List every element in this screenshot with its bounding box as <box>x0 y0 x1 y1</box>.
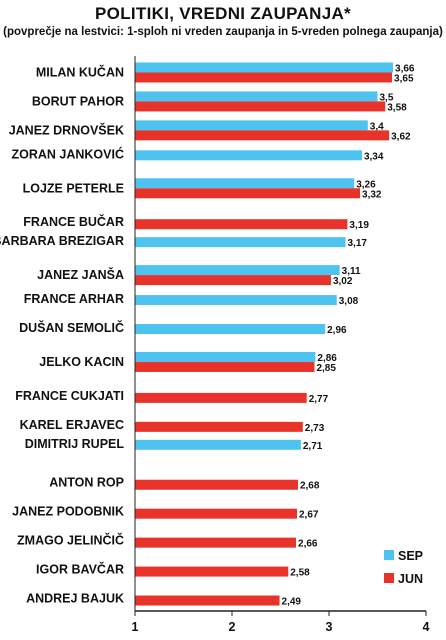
value-label-jun: 2,67 <box>299 510 319 521</box>
value-label-jun: 3,32 <box>362 189 382 200</box>
bar-sep <box>135 120 368 131</box>
bar-jun <box>135 508 297 519</box>
legend-swatch-sep <box>384 550 394 560</box>
chart-title: POLITIKI, VREDNI ZAUPANJA* <box>95 4 351 23</box>
category-label: ZORAN JANKOVIĆ <box>11 146 124 161</box>
category-label: ANTON ROP <box>49 476 124 490</box>
bar-sep <box>135 62 394 73</box>
bar-jun <box>135 537 297 548</box>
bar-jun <box>135 392 307 403</box>
bar-jun <box>135 421 303 432</box>
value-label-jun: 3,58 <box>387 102 407 113</box>
category-label: BARBARA BREZIGAR <box>0 234 124 248</box>
bar-jun <box>135 72 393 83</box>
x-tick-label: 4 <box>423 620 430 634</box>
value-label-jun: 3,65 <box>394 73 414 84</box>
value-label-sep: 3,26 <box>356 179 376 190</box>
category-label: JANEZ DRNOVŠEK <box>9 122 124 137</box>
bar-sep <box>135 295 337 306</box>
category-label: FRANCE ARHAR <box>24 292 124 306</box>
bar-jun <box>135 130 390 141</box>
category-label: BORUT PAHOR <box>32 94 124 108</box>
bar-jun <box>135 101 386 112</box>
bar-jun <box>135 361 315 372</box>
value-label-sep: 3,11 <box>342 266 361 277</box>
category-label: MILAN KUČAN <box>36 64 124 79</box>
bar-sep <box>135 150 362 161</box>
value-label-sep: 2,96 <box>327 325 347 336</box>
category-label: KAREL ERJAVEC <box>20 418 124 432</box>
value-label-jun: 2,85 <box>316 363 336 374</box>
value-label-sep: 3,4 <box>370 121 384 132</box>
bar-jun <box>135 188 361 199</box>
bar-jun <box>135 595 280 606</box>
value-label-jun: 2,73 <box>305 423 325 434</box>
value-label-jun: 3,62 <box>391 131 411 142</box>
legend-label-sep: SEP <box>398 549 423 563</box>
value-label-sep: 3,66 <box>395 63 415 74</box>
value-label-jun: 3,19 <box>349 220 369 231</box>
x-tick-label: 1 <box>132 620 139 634</box>
bar-sep <box>135 237 346 248</box>
value-label-jun: 3,02 <box>333 276 353 287</box>
category-label: LOJZE PETERLE <box>23 181 124 195</box>
category-label: ZMAGO JELINČIČ <box>17 533 124 548</box>
chart-subtitle: (povprečje na lestvici: 1-sploh ni vrede… <box>3 26 443 38</box>
bar-sep <box>135 351 316 362</box>
category-label: FRANCE BUČAR <box>23 214 124 229</box>
category-label: DIMITRIJ RUPEL <box>25 437 125 451</box>
value-label-sep: 3,17 <box>347 238 367 249</box>
x-tick-label: 2 <box>229 620 236 634</box>
value-label-sep: 3,34 <box>364 151 384 162</box>
category-label: FRANCE CUKJATI <box>15 389 124 403</box>
value-label-jun: 2,49 <box>282 597 302 608</box>
value-label-sep: 2,71 <box>303 441 323 452</box>
bar-sep <box>135 178 355 189</box>
category-label: ANDREJ BAJUK <box>26 592 124 606</box>
value-label-jun: 2,66 <box>298 539 318 550</box>
category-label: DUŠAN SEMOLIČ <box>19 320 124 335</box>
bar-jun <box>135 566 289 577</box>
value-label-jun: 2,77 <box>309 394 329 405</box>
legend-swatch-jun <box>384 573 394 583</box>
value-label-sep: 2,86 <box>317 353 337 364</box>
bar-sep <box>135 265 340 276</box>
bar-sep <box>135 324 326 334</box>
value-label-jun: 2,68 <box>300 481 320 492</box>
category-label: IGOR BAVČAR <box>36 562 124 577</box>
value-label-sep: 3,5 <box>380 92 394 103</box>
legend-label-jun: JUN <box>398 572 423 586</box>
value-label-jun: 2,58 <box>290 568 310 579</box>
bar-sep <box>135 91 378 102</box>
value-label-sep: 3,08 <box>339 296 359 307</box>
category-label: JANEZ PODOBNIK <box>12 505 124 519</box>
bar-jun <box>135 479 298 490</box>
category-label: JANEZ JANŠA <box>37 267 124 282</box>
category-label: JELKO KACIN <box>39 355 124 369</box>
bar-jun <box>135 275 331 286</box>
bar-jun <box>135 219 348 230</box>
bar-sep <box>135 439 301 450</box>
x-tick-label: 3 <box>326 620 333 634</box>
